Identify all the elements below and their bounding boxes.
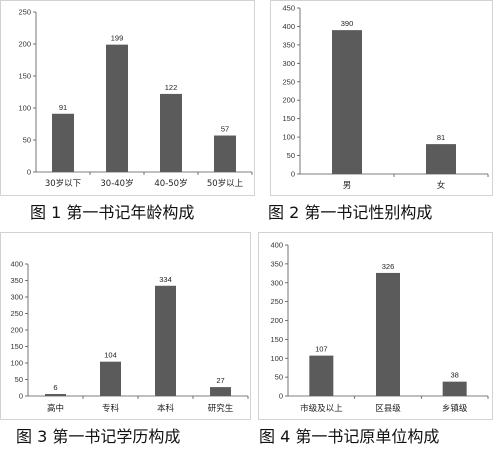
data-label: 390	[341, 19, 354, 28]
data-label: 107	[315, 345, 328, 354]
y-tick-label: 100	[282, 133, 295, 142]
y-tick-label: 50	[23, 136, 31, 145]
age-chart: 0 50 100 150 200 250 91 30岁以下 199 30-40岁 122 40-50岁…	[0, 0, 255, 196]
bar	[332, 30, 362, 175]
bar	[442, 381, 467, 396]
chart-caption-1: 图 1 第一书记年龄构成	[30, 203, 194, 222]
y-tick-label: 200	[282, 96, 295, 105]
chart-caption-4: 图 4 第一书记原单位构成	[259, 427, 439, 446]
y-tick-label: 300	[270, 278, 283, 287]
y-tick-label: 250	[270, 297, 283, 306]
y-tick-label: 250	[282, 77, 295, 86]
x-tick-label: 30岁以下	[45, 178, 82, 189]
x-tick-label: 50岁以上	[207, 178, 244, 189]
y-tick-label: 300	[282, 59, 295, 68]
education-chart: 0 50 100 150 200 250 300 350 400 6 高中 104 专科 334 本科 27 研…	[0, 232, 251, 420]
y-tick-label: 0	[27, 168, 31, 177]
y-tick-label: 400	[270, 241, 283, 250]
bar	[155, 285, 176, 396]
y-tick-label: 150	[18, 72, 31, 81]
data-label: 326	[382, 262, 395, 271]
x-tick-label: 区县级	[375, 403, 401, 414]
y-tick-label: 50	[287, 151, 295, 160]
bar	[160, 93, 182, 172]
x-tick-label: 市级及以上	[300, 403, 343, 414]
chart-frame	[0, 0, 255, 196]
y-tick-label: 0	[291, 170, 295, 179]
x-tick-label: 男	[343, 181, 352, 191]
y-tick-label: 350	[282, 40, 295, 49]
data-label: 334	[159, 275, 172, 284]
data-label: 6	[53, 383, 57, 392]
data-label: 199	[111, 34, 124, 43]
bar	[100, 361, 121, 396]
y-tick-label: 200	[18, 40, 31, 49]
x-tick-label: 乡镇级	[442, 403, 468, 414]
y-tick-label: 250	[18, 8, 31, 17]
data-label: 38	[450, 371, 458, 380]
data-label: 91	[59, 103, 67, 112]
data-label: 81	[437, 133, 445, 142]
bar	[210, 387, 231, 396]
gender-chart: 0 50 100 150 200 250 300 350 400 450 390 男 81 女	[270, 0, 493, 196]
y-tick-label: 100	[10, 359, 23, 368]
bar	[376, 272, 400, 396]
y-tick-label: 100	[270, 354, 283, 363]
y-tick-label: 200	[270, 316, 283, 325]
bar	[52, 113, 74, 172]
data-label: 57	[221, 125, 229, 134]
chart-frame	[270, 0, 493, 196]
y-tick-label: 350	[10, 276, 23, 285]
bar	[309, 355, 334, 396]
data-label: 122	[165, 83, 178, 92]
y-tick-label: 200	[10, 326, 23, 335]
x-tick-label: 本科	[157, 403, 175, 414]
y-tick-label: 250	[10, 309, 23, 318]
x-tick-label: 研究生	[208, 403, 234, 414]
bar	[106, 44, 128, 172]
y-tick-label: 450	[282, 4, 295, 13]
y-tick-label: 400	[282, 22, 295, 31]
y-tick-label: 100	[18, 104, 31, 113]
bar	[45, 394, 66, 396]
y-tick-label: 150	[10, 342, 23, 351]
chart-frame	[0, 232, 251, 420]
x-tick-label: 女	[437, 180, 446, 191]
bar	[214, 135, 236, 172]
y-tick-label: 50	[15, 375, 23, 384]
y-tick-label: 150	[270, 335, 283, 344]
y-tick-label: 0	[279, 392, 283, 401]
y-tick-label: 50	[275, 373, 283, 382]
x-tick-label: 专科	[102, 403, 120, 414]
bar	[426, 144, 456, 174]
y-tick-label: 150	[282, 114, 295, 123]
y-tick-label: 350	[270, 259, 283, 268]
x-tick-label: 高中	[47, 403, 64, 414]
chart-caption-3: 图 3 第一书记学历构成	[16, 427, 180, 446]
y-tick-label: 300	[10, 293, 23, 302]
x-tick-label: 40-50岁	[154, 178, 187, 189]
y-tick-label: 400	[10, 260, 23, 269]
origin-unit-chart: 0 50 100 150 200 250 300 350 400 107 市级及以上 326 区县级 38…	[258, 232, 493, 420]
y-tick-label: 0	[19, 392, 23, 401]
chart-caption-2: 图 2 第一书记性别构成	[268, 203, 432, 222]
data-label: 104	[104, 351, 117, 360]
x-tick-label: 30-40岁	[100, 178, 133, 189]
data-label: 27	[216, 376, 224, 385]
